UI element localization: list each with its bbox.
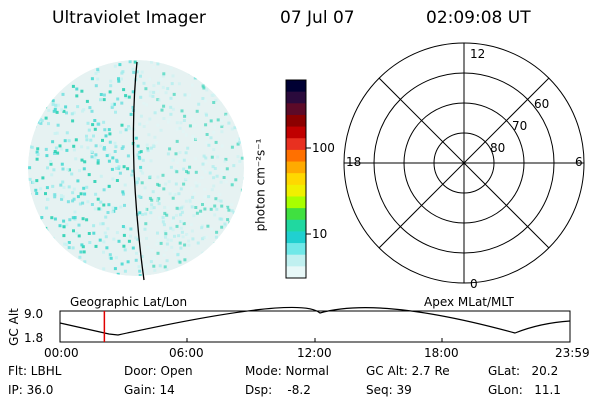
info-mode: Mode: Normal (245, 364, 329, 378)
colorbar-segment (286, 138, 306, 151)
gc-alt-ytick-1-8: 1.8 (24, 331, 44, 345)
gc-alt-xtick-2359: 23:59 (555, 346, 590, 360)
apex-caption: Apex MLat/MLT (424, 295, 514, 309)
colorbar-segment (286, 103, 306, 116)
colorbar-segment (286, 219, 306, 232)
colorbar-segment (286, 196, 306, 209)
info-flt: Flt: LBHL (8, 364, 62, 378)
info-glon: GLon: 11.1 (488, 383, 561, 397)
colorbar (286, 80, 306, 279)
gc-alt-axis-label: GC Alt (6, 308, 21, 346)
colorbar-frame (285, 79, 307, 279)
geographic-caption: Geographic Lat/Lon (70, 295, 188, 309)
gc-alt-x-ticks (59, 338, 571, 342)
mlt-label-6: 6 (575, 155, 583, 169)
lat-label-70: 70 (512, 119, 528, 133)
colorbar-unit-label: photon cm⁻²s⁻¹ (253, 138, 268, 232)
mlt-label-0: 0 (470, 277, 478, 291)
time-label: 02:09:08 UT (426, 8, 531, 28)
info-glat: GLat: 20.2 (488, 364, 559, 378)
colorbar-segment (286, 114, 306, 128)
date-label: 07 Jul 07 (280, 8, 355, 28)
colorbar-segment (286, 161, 306, 174)
info-gc-alt: GC Alt: 2.7 Re (366, 364, 450, 378)
lat-label-80: 80 (490, 141, 506, 155)
info-ip: IP: 36.0 (8, 383, 54, 397)
colorbar-label-10: 10 (312, 227, 328, 241)
gc-alt-curve (59, 306, 571, 336)
info-seq: Seq: 39 (366, 383, 412, 397)
colorbar-segment (286, 149, 306, 163)
colorbar-segment (286, 266, 306, 279)
gc-alt-xtick-1200: 12:00 (297, 346, 332, 360)
mlt-label-18: 18 (346, 155, 362, 169)
colorbar-segment (286, 173, 306, 186)
info-dsp: Dsp: -8.2 (245, 383, 311, 397)
gc-alt-xtick-0600: 06:00 (169, 346, 204, 360)
polar-diagonal-b (378, 77, 550, 249)
colorbar-segment (286, 231, 306, 244)
colorbar-segment (286, 80, 306, 93)
imager-title: Ultraviolet Imager (52, 8, 206, 28)
colorbar-label-100: 100 (312, 141, 335, 155)
gc-alt-plot-frame (59, 310, 571, 343)
info-gain: Gain: 14 (124, 383, 175, 397)
colorbar-segment (286, 254, 306, 267)
colorbar-segment (286, 184, 306, 197)
colorbar-segment (286, 91, 306, 104)
geographic-meridian-line (132, 61, 145, 281)
gc-alt-xtick-0000: 00:00 (44, 346, 79, 360)
colorbar-segment (286, 126, 306, 139)
colorbar-segment (286, 243, 306, 256)
gc-alt-ytick-9: 9.0 (24, 307, 44, 321)
lat-label-60: 60 (534, 97, 550, 111)
colorbar-segment (286, 208, 306, 221)
mlt-label-12: 12 (470, 47, 486, 61)
gc-alt-xtick-1800: 18:00 (424, 346, 459, 360)
uv-image-disk (28, 60, 244, 276)
polar-plot (343, 42, 585, 284)
info-door: Door: Open (124, 364, 193, 378)
